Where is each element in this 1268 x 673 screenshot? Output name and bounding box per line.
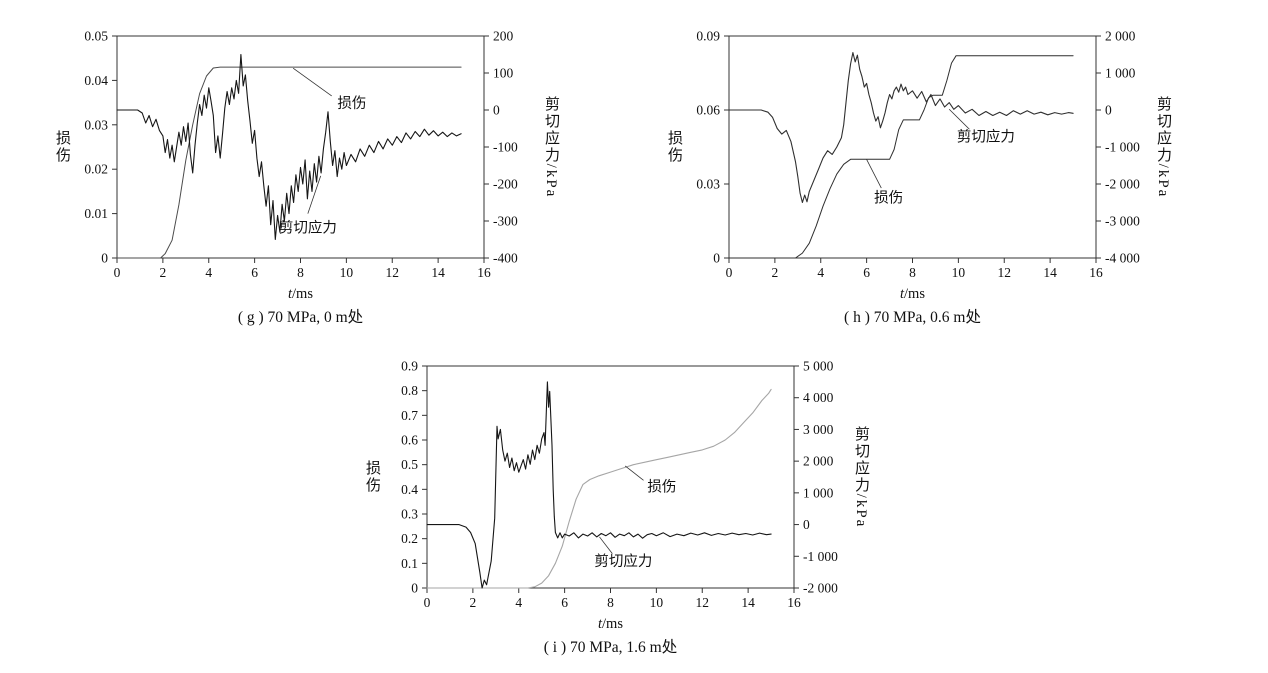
svg-text:10: 10 [952, 265, 966, 280]
svg-text:0: 0 [101, 251, 108, 266]
svg-text:-4 000: -4 000 [1105, 251, 1140, 266]
svg-text:t/ms: t/ms [288, 286, 313, 302]
svg-text:t/ms: t/ms [900, 286, 925, 302]
chart-i: 损伤 0 2 4 6 8 10 12 14 16 0 0.1 0.2 0.3 0.4 0.5 0.6 0.7 0.… [332, 336, 872, 666]
left-axis-label-damage: 损伤 [364, 460, 380, 494]
chart-i-plot: 0 2 4 6 8 10 12 14 16 0 0.1 0.2 0.3 0.4 0.5 0.6 0.7 0.8 0.… [401, 359, 838, 633]
svg-text:0.03: 0.03 [84, 117, 108, 132]
svg-text:0.1: 0.1 [401, 556, 418, 571]
svg-text:4: 4 [205, 265, 212, 280]
svg-text:0.3: 0.3 [401, 507, 418, 522]
svg-text:8: 8 [297, 265, 304, 280]
svg-text:0: 0 [114, 265, 121, 280]
svg-text:2 000: 2 000 [803, 454, 834, 469]
svg-text:12: 12 [998, 265, 1012, 280]
svg-text:-1 000: -1 000 [1105, 140, 1140, 155]
svg-text:4: 4 [515, 595, 522, 610]
svg-text:-100: -100 [493, 140, 518, 155]
chart-h-caption: ( h ) 70 MPa, 0.6 m处 [844, 309, 981, 326]
svg-text:4 000: 4 000 [803, 390, 834, 405]
svg-text:0.03: 0.03 [696, 177, 720, 192]
svg-text:10: 10 [650, 595, 664, 610]
svg-text:0.2: 0.2 [401, 531, 418, 546]
svg-text:剪切应力: 剪切应力 [594, 552, 652, 570]
svg-text:5 000: 5 000 [803, 359, 834, 374]
svg-text:0.5: 0.5 [401, 457, 418, 472]
svg-text:剪切应力: 剪切应力 [957, 127, 1015, 145]
right-axis-label-shear-stress: 剪切应力/kPa [543, 95, 559, 199]
chart-g: 损伤 0 2 4 6 8 10 12 14 16 0 0.01 0.02 0.03 0.04 0.05 -40… [22, 6, 562, 336]
chart-g-plot: 0 2 4 6 8 10 12 14 16 0 0.01 0.02 0.03 0.04 0.05 -400 -3… [84, 29, 518, 303]
chart-g-caption: ( g ) 70 MPa, 0 m处 [237, 309, 364, 326]
svg-text:0: 0 [713, 251, 720, 266]
svg-text:0.05: 0.05 [84, 29, 108, 44]
left-axis-label-damage: 损伤 [666, 130, 682, 164]
svg-text:-200: -200 [493, 177, 518, 192]
svg-text:200: 200 [493, 29, 514, 44]
svg-text:0.04: 0.04 [84, 73, 108, 88]
svg-text:损伤: 损伤 [874, 190, 903, 207]
svg-text:0: 0 [803, 517, 810, 532]
svg-text:8: 8 [607, 595, 614, 610]
svg-text:0.4: 0.4 [401, 482, 418, 497]
svg-text:-2 000: -2 000 [803, 581, 838, 596]
svg-text:2: 2 [160, 265, 167, 280]
right-axis-label-shear-stress: 剪切应力/kPa [1155, 95, 1171, 199]
svg-text:-400: -400 [493, 251, 518, 266]
chart-h: 损伤 0 2 4 6 8 10 12 14 16 0 0.03 0.06 0.09 -4 000 -3 00… [634, 6, 1174, 336]
svg-text:-3 000: -3 000 [1105, 214, 1140, 229]
svg-text:0: 0 [411, 581, 418, 596]
svg-text:-300: -300 [493, 214, 518, 229]
svg-text:100: 100 [493, 66, 514, 81]
svg-text:16: 16 [477, 265, 491, 280]
svg-text:0.01: 0.01 [84, 206, 108, 221]
svg-text:0.02: 0.02 [84, 162, 108, 177]
svg-text:0.09: 0.09 [696, 29, 720, 44]
svg-text:0.8: 0.8 [401, 383, 418, 398]
svg-text:2: 2 [772, 265, 779, 280]
svg-text:0.9: 0.9 [401, 359, 418, 374]
svg-text:0.7: 0.7 [401, 408, 418, 423]
svg-text:14: 14 [431, 265, 445, 280]
svg-text:2 000: 2 000 [1105, 29, 1136, 44]
svg-text:-2 000: -2 000 [1105, 177, 1140, 192]
svg-text:损伤: 损伤 [647, 478, 676, 495]
svg-text:6: 6 [561, 595, 568, 610]
svg-text:损伤: 损伤 [337, 95, 366, 112]
svg-text:0: 0 [424, 595, 431, 610]
svg-text:3 000: 3 000 [803, 422, 834, 437]
svg-text:2: 2 [470, 595, 477, 610]
svg-text:12: 12 [696, 595, 710, 610]
left-axis-label-damage: 损伤 [54, 130, 70, 164]
svg-text:0: 0 [726, 265, 733, 280]
chart-i-caption: ( i ) 70 MPa, 1.6 m处 [543, 639, 678, 656]
svg-text:-1 000: -1 000 [803, 549, 838, 564]
svg-text:0: 0 [493, 103, 500, 118]
svg-text:12: 12 [386, 265, 400, 280]
right-axis-label-shear-stress: 剪切应力/kPa [853, 425, 869, 529]
svg-text:10: 10 [340, 265, 354, 280]
svg-text:6: 6 [863, 265, 870, 280]
svg-text:1 000: 1 000 [1105, 66, 1136, 81]
svg-text:0: 0 [1105, 103, 1112, 118]
svg-text:16: 16 [787, 595, 801, 610]
svg-text:0.6: 0.6 [401, 433, 418, 448]
svg-text:1 000: 1 000 [803, 485, 834, 500]
svg-text:剪切应力: 剪切应力 [279, 218, 337, 236]
svg-text:14: 14 [741, 595, 755, 610]
svg-text:4: 4 [817, 265, 824, 280]
svg-text:8: 8 [909, 265, 916, 280]
svg-text:0.06: 0.06 [696, 103, 720, 118]
chart-h-plot: 0 2 4 6 8 10 12 14 16 0 0.03 0.06 0.09 -4 000 -3 000 -2… [696, 29, 1140, 303]
svg-text:16: 16 [1089, 265, 1103, 280]
svg-text:14: 14 [1043, 265, 1057, 280]
svg-text:t/ms: t/ms [598, 616, 623, 632]
svg-text:6: 6 [251, 265, 258, 280]
